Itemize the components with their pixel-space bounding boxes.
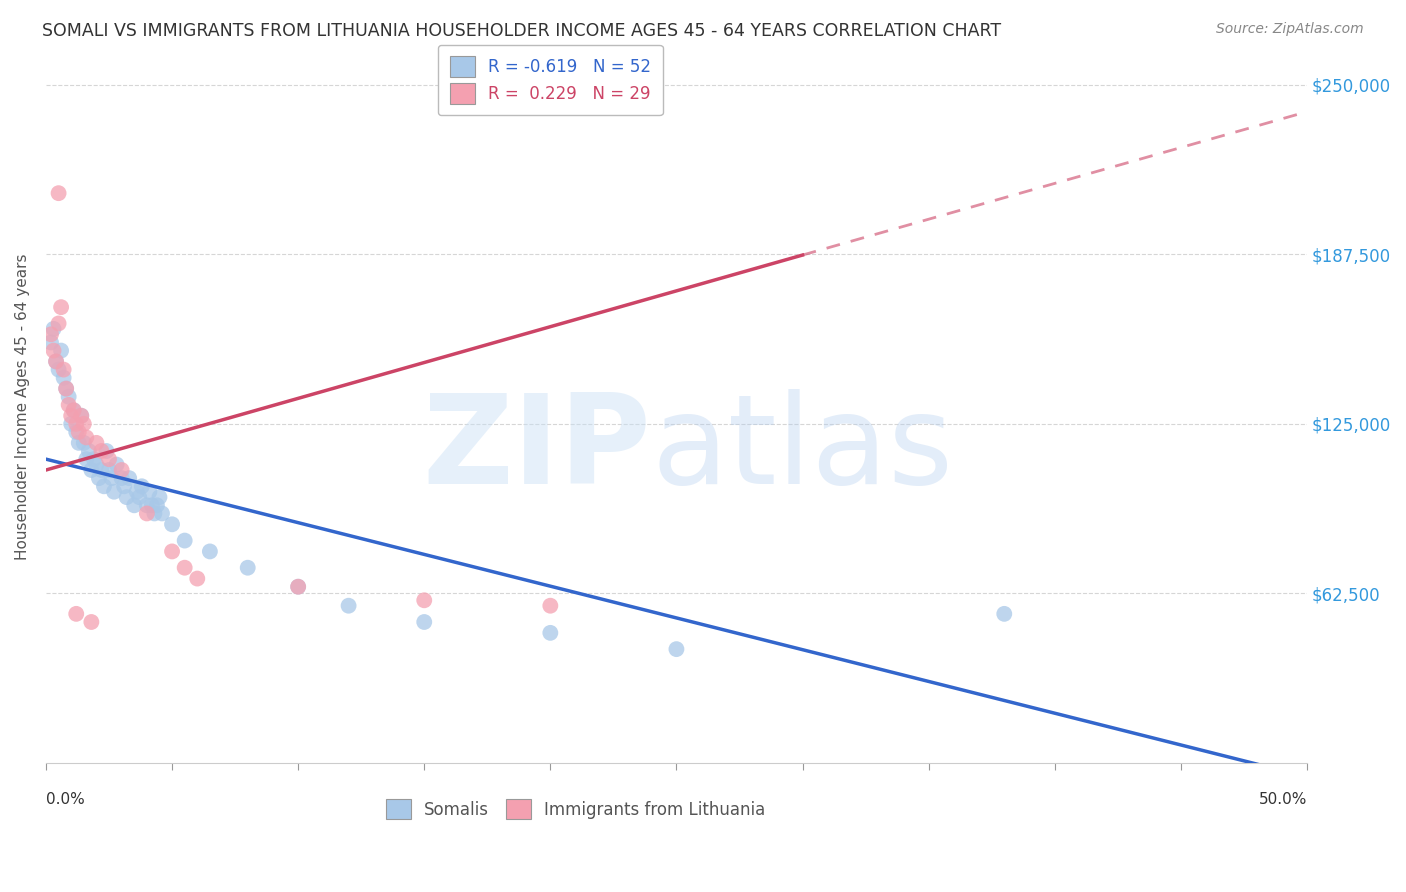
Point bbox=[160, 544, 183, 558]
Point bbox=[125, 484, 148, 499]
Point bbox=[287, 580, 309, 594]
Point bbox=[42, 343, 65, 358]
Point bbox=[75, 452, 97, 467]
Point bbox=[67, 425, 90, 439]
Point bbox=[45, 354, 67, 368]
Point bbox=[60, 417, 83, 431]
Point bbox=[80, 615, 103, 629]
Point bbox=[150, 507, 173, 521]
Point bbox=[83, 452, 105, 467]
Point bbox=[138, 484, 160, 499]
Point bbox=[413, 615, 436, 629]
Point bbox=[100, 471, 122, 485]
Point bbox=[58, 390, 80, 404]
Legend: Somalis, Immigrants from Lithuania: Somalis, Immigrants from Lithuania bbox=[380, 792, 772, 826]
Point bbox=[48, 186, 70, 201]
Point bbox=[58, 398, 80, 412]
Point bbox=[86, 458, 108, 472]
Text: SOMALI VS IMMIGRANTS FROM LITHUANIA HOUSEHOLDER INCOME AGES 45 - 64 YEARS CORREL: SOMALI VS IMMIGRANTS FROM LITHUANIA HOUS… bbox=[42, 22, 1001, 40]
Point bbox=[148, 490, 170, 504]
Point bbox=[128, 490, 150, 504]
Point bbox=[131, 479, 153, 493]
Text: ZIP: ZIP bbox=[422, 389, 651, 510]
Point bbox=[39, 335, 62, 350]
Point bbox=[538, 599, 561, 613]
Point bbox=[98, 463, 121, 477]
Point bbox=[65, 607, 87, 621]
Point bbox=[49, 300, 72, 314]
Point bbox=[112, 479, 135, 493]
Point bbox=[122, 498, 145, 512]
Point bbox=[86, 435, 108, 450]
Point bbox=[42, 322, 65, 336]
Point bbox=[993, 607, 1015, 621]
Point bbox=[80, 463, 103, 477]
Point bbox=[665, 642, 688, 657]
Point bbox=[87, 471, 110, 485]
Point bbox=[55, 382, 77, 396]
Point bbox=[198, 544, 221, 558]
Point bbox=[337, 599, 360, 613]
Text: Source: ZipAtlas.com: Source: ZipAtlas.com bbox=[1216, 22, 1364, 37]
Point bbox=[98, 452, 121, 467]
Point bbox=[77, 444, 100, 458]
Point bbox=[103, 484, 125, 499]
Point bbox=[52, 370, 75, 384]
Point bbox=[173, 560, 195, 574]
Point bbox=[39, 327, 62, 342]
Point bbox=[70, 409, 93, 423]
Point bbox=[146, 498, 169, 512]
Point bbox=[90, 444, 112, 458]
Point bbox=[135, 507, 157, 521]
Text: 50.0%: 50.0% bbox=[1258, 791, 1308, 806]
Text: 0.0%: 0.0% bbox=[46, 791, 84, 806]
Y-axis label: Householder Income Ages 45 - 64 years: Householder Income Ages 45 - 64 years bbox=[15, 253, 30, 560]
Point bbox=[93, 479, 115, 493]
Point bbox=[287, 580, 309, 594]
Point bbox=[111, 463, 134, 477]
Point bbox=[105, 458, 128, 472]
Point bbox=[538, 625, 561, 640]
Point bbox=[143, 507, 166, 521]
Point bbox=[118, 471, 141, 485]
Point bbox=[73, 435, 96, 450]
Text: atlas: atlas bbox=[651, 389, 953, 510]
Point bbox=[55, 382, 77, 396]
Point bbox=[90, 463, 112, 477]
Point bbox=[186, 572, 208, 586]
Point bbox=[45, 354, 67, 368]
Point bbox=[65, 417, 87, 431]
Point bbox=[141, 498, 163, 512]
Point bbox=[48, 362, 70, 376]
Point bbox=[52, 362, 75, 376]
Point bbox=[413, 593, 436, 607]
Point bbox=[73, 417, 96, 431]
Point bbox=[60, 409, 83, 423]
Point bbox=[111, 471, 134, 485]
Point bbox=[173, 533, 195, 548]
Point bbox=[236, 560, 259, 574]
Point bbox=[115, 490, 138, 504]
Point bbox=[62, 403, 84, 417]
Point bbox=[135, 498, 157, 512]
Point bbox=[75, 430, 97, 444]
Point bbox=[67, 435, 90, 450]
Point bbox=[70, 409, 93, 423]
Point bbox=[49, 343, 72, 358]
Point bbox=[62, 403, 84, 417]
Point bbox=[48, 317, 70, 331]
Point bbox=[160, 517, 183, 532]
Point bbox=[65, 425, 87, 439]
Point bbox=[96, 444, 118, 458]
